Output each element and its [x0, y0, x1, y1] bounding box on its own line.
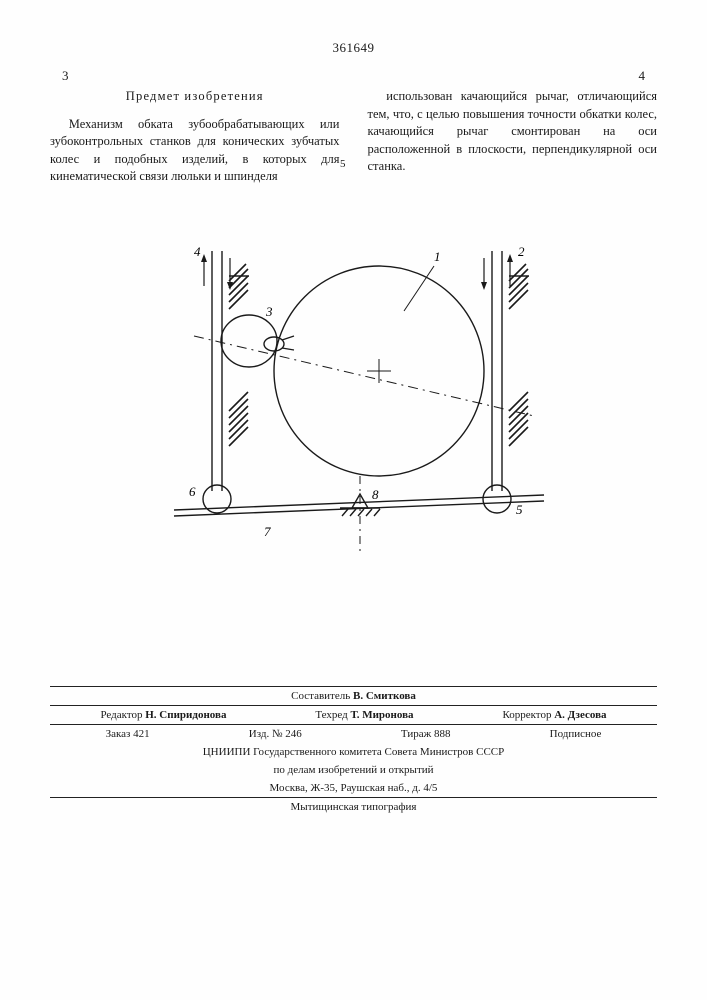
- corr-label: Корректор: [502, 709, 551, 721]
- publication-info: Составитель В. Смиткова Редактор Н. Спир…: [50, 686, 657, 816]
- order-number: Заказ 421: [106, 728, 150, 740]
- publisher-org-2: по делам изобретений и открытий: [50, 761, 657, 779]
- diagram-label-5: 5: [516, 502, 523, 517]
- line-marker-5: 5: [340, 158, 346, 170]
- tech-label: Техред: [315, 709, 347, 721]
- printer-name: Мытищинская типография: [50, 798, 657, 816]
- diagram-label-3: 3: [265, 304, 273, 319]
- corr-name: А. Дзесова: [554, 709, 606, 721]
- tech-name: Т. Миронова: [350, 709, 413, 721]
- diagram-label-7: 7: [264, 524, 271, 539]
- page-number-right: 4: [639, 68, 646, 84]
- page-number-left: 3: [62, 68, 69, 84]
- body-right-paragraph: использован качающийся рычаг, отличающий…: [368, 88, 658, 176]
- diagram-label-8: 8: [372, 487, 379, 502]
- publisher-org-1: ЦНИИПИ Государственного комитета Совета …: [50, 743, 657, 761]
- figure-region: 1 2 3 4 5 6 7 8: [50, 216, 657, 656]
- compiler-name: В. Смиткова: [353, 690, 416, 702]
- diagram-label-2: 2: [518, 244, 525, 259]
- publisher-address: Москва, Ж-35, Раушская наб., д. 4/5: [50, 779, 657, 798]
- diagram-label-4: 4: [194, 244, 201, 259]
- body-left-paragraph: Механизм обката зубообрабатывающих или з…: [50, 116, 340, 186]
- diagram-label-1: 1: [434, 249, 441, 264]
- mechanism-diagram: 1 2 3 4 5 6 7 8: [134, 216, 574, 596]
- body-columns: Предмет изобретения Механизм обката зубо…: [50, 88, 657, 186]
- editor-label: Редактор: [100, 709, 142, 721]
- claim-heading: Предмет изобретения: [50, 88, 340, 106]
- diagram-label-6: 6: [189, 484, 196, 499]
- sign-status: Подписное: [550, 728, 602, 740]
- issue-number: Изд. № 246: [249, 728, 302, 740]
- tirazh: Тираж 888: [401, 728, 451, 740]
- document-number: 361649: [50, 40, 657, 56]
- compiler-label: Составитель: [291, 690, 350, 702]
- editor-name: Н. Спиридонова: [145, 709, 226, 721]
